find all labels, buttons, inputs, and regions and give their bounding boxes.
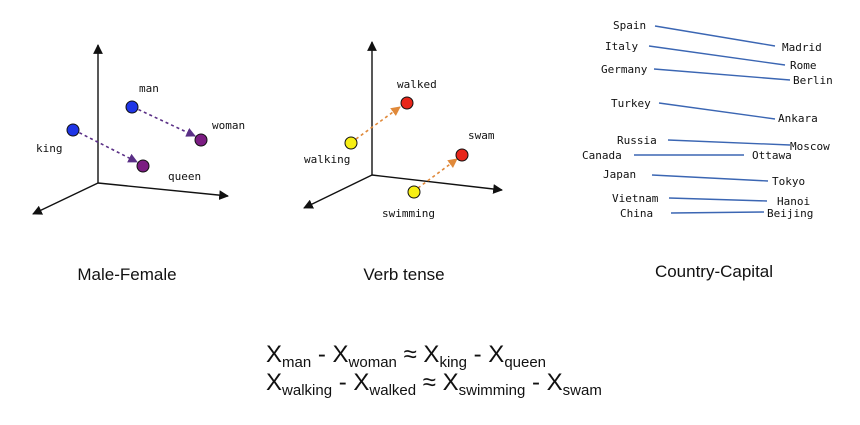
label-country-russia: Russia <box>617 134 657 147</box>
label-country-japan: Japan <box>603 168 636 181</box>
label-country-turkey: Turkey <box>611 97 651 110</box>
point-king <box>66 123 80 137</box>
caption-country-capital: Country-Capital <box>655 262 773 281</box>
label-capital-tokyo: Tokyo <box>772 175 805 188</box>
label-capital-rome: Rome <box>790 59 817 72</box>
label-woman: woman <box>212 119 245 132</box>
label-capital-ottawa: Ottawa <box>752 149 792 162</box>
label-capital-beijing: Beijing <box>767 207 813 220</box>
label-walking: walking <box>304 153 350 166</box>
panel-male-female: man woman king queen Male-Female <box>32 44 245 284</box>
arrow-king-queen <box>73 129 138 163</box>
variable-x: X <box>547 369 563 396</box>
label-capital-ankara: Ankara <box>778 112 818 125</box>
panel-country-capital: Country-Capital Spain Madrid Italy Rome Germ… <box>582 19 833 281</box>
subscript-d: swam <box>563 382 602 399</box>
subscript-a: walking <box>281 382 332 399</box>
equation-tense: Xwalking - Xwalked ≈ Xswimming - Xswam <box>266 369 602 399</box>
point-man <box>125 100 139 114</box>
variable-x: X <box>443 369 459 396</box>
variable-x: X <box>423 341 439 368</box>
label-country-italy: Italy <box>605 40 638 53</box>
minus-sign: - <box>467 341 488 368</box>
approx-sign: ≈ <box>416 369 443 396</box>
minus-sign: - <box>525 369 546 396</box>
link-japan-tokyo <box>651 174 769 182</box>
subscript-c: swimming <box>459 382 526 399</box>
arrow-man-woman <box>132 106 196 137</box>
subscript-b: woman <box>348 354 397 371</box>
label-country-vietnam: Vietnam <box>612 192 659 205</box>
axis-x <box>97 182 229 200</box>
link-germany-berlin <box>653 68 791 81</box>
panel-verb-tense: walked walking swam swimming Verb tense <box>303 41 503 284</box>
subscript-b: walked <box>368 382 416 399</box>
label-queen: queen <box>168 170 201 183</box>
label-country-canada: Canada <box>582 149 622 162</box>
variable-x: X <box>488 341 504 368</box>
link-russia-moscow <box>667 139 791 146</box>
equation-gender: Xman - Xwoman ≈ Xking - Xqueen <box>266 341 546 371</box>
variable-x: X <box>266 369 282 396</box>
link-spain-madrid <box>654 25 776 47</box>
axis-y <box>303 174 373 209</box>
label-country-spain: Spain <box>613 19 646 32</box>
label-capital-moscow: Moscow <box>790 140 830 153</box>
approx-sign: ≈ <box>397 341 424 368</box>
label-king: king <box>36 142 63 155</box>
label-capital-hanoi: Hanoi <box>777 195 810 208</box>
label-walked: walked <box>397 78 437 91</box>
subscript-a: man <box>282 354 311 371</box>
arrow-walking-walked <box>355 106 401 140</box>
axes-3d <box>303 41 503 209</box>
label-capital-madrid: Madrid <box>782 41 822 54</box>
label-capital-berlin: Berlin <box>793 74 833 87</box>
label-swam: swam <box>468 129 495 142</box>
point-swimming <box>407 185 421 199</box>
axis-y <box>32 182 99 215</box>
variable-x: X <box>266 341 282 368</box>
point-woman <box>194 133 208 147</box>
subscript-d: queen <box>504 354 546 371</box>
label-country-china: China <box>620 207 653 220</box>
subscript-c: king <box>439 354 467 371</box>
caption-male-female: Male-Female <box>77 265 176 284</box>
point-swam <box>455 148 469 162</box>
point-walking <box>344 136 358 150</box>
variable-x: X <box>333 341 349 368</box>
minus-sign: - <box>311 341 332 368</box>
point-queen <box>136 159 150 173</box>
point-walked <box>400 96 414 110</box>
link-turkey-ankara <box>658 102 776 120</box>
arrow-swimming-swam <box>417 158 458 189</box>
variable-x: X <box>353 369 369 396</box>
label-swimming: swimming <box>382 207 435 220</box>
label-man: man <box>139 82 159 95</box>
axis-x <box>371 174 503 194</box>
caption-verb-tense: Verb tense <box>363 265 444 284</box>
link-vietnam-hanoi <box>668 197 768 202</box>
link-china-beijing <box>670 211 765 214</box>
link-italy-rome <box>648 45 786 66</box>
equations: Xman - Xwoman ≈ Xking - Xqueen Xwalking … <box>266 341 602 399</box>
minus-sign: - <box>332 369 353 396</box>
axes-3d <box>32 44 229 215</box>
label-country-germany: Germany <box>601 63 648 76</box>
